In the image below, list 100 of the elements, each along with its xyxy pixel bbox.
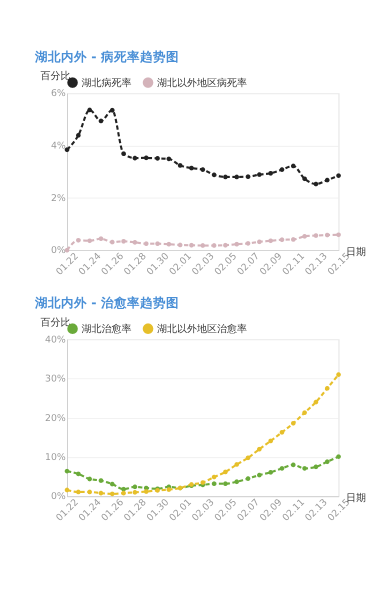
point xyxy=(212,474,216,480)
point xyxy=(87,490,92,494)
point xyxy=(189,166,194,170)
y-tick-label: 10% xyxy=(45,452,66,463)
point xyxy=(336,454,341,459)
point xyxy=(268,470,273,475)
point xyxy=(324,178,330,182)
point xyxy=(144,489,149,494)
point xyxy=(200,243,206,248)
point xyxy=(121,239,126,244)
legend-label: 湖北病死率 xyxy=(81,77,132,90)
point xyxy=(268,438,273,444)
point xyxy=(314,182,318,186)
point xyxy=(87,108,92,112)
point xyxy=(166,242,172,247)
point xyxy=(290,237,296,242)
y-tick-label: 30% xyxy=(45,374,66,385)
point xyxy=(314,464,318,470)
point xyxy=(178,242,182,248)
point xyxy=(223,242,228,248)
point xyxy=(257,446,262,452)
y-tick-label: 0% xyxy=(50,491,66,502)
point xyxy=(178,163,182,168)
point xyxy=(110,492,115,496)
point xyxy=(257,240,262,244)
point xyxy=(336,232,341,238)
point xyxy=(280,430,284,435)
point xyxy=(132,490,138,495)
point xyxy=(87,476,92,482)
point xyxy=(324,232,330,238)
point xyxy=(324,386,330,391)
point xyxy=(336,173,341,178)
point xyxy=(76,133,81,138)
chart-title: 湖北内外 - 病死率趋势图 xyxy=(34,49,179,64)
point xyxy=(257,472,262,478)
point xyxy=(223,174,228,180)
point xyxy=(76,472,81,476)
point xyxy=(64,147,70,152)
point xyxy=(246,174,250,180)
point xyxy=(234,462,240,467)
point xyxy=(246,455,250,460)
point xyxy=(302,234,307,239)
point xyxy=(98,490,104,496)
point xyxy=(132,484,138,490)
point xyxy=(155,241,160,246)
point xyxy=(110,240,115,244)
point xyxy=(246,476,250,481)
point xyxy=(234,174,240,180)
chart-title: 湖北内外 - 治愈率趋势图 xyxy=(34,295,179,310)
point xyxy=(132,240,138,245)
y-tick-label: 2% xyxy=(50,192,66,204)
point xyxy=(121,490,126,496)
point xyxy=(144,241,149,246)
point xyxy=(302,466,307,471)
point xyxy=(212,172,216,178)
point xyxy=(324,459,330,464)
point xyxy=(76,238,81,243)
point xyxy=(290,462,296,468)
point xyxy=(234,242,240,247)
point xyxy=(110,108,115,113)
point xyxy=(314,400,318,404)
point xyxy=(290,420,296,426)
point xyxy=(132,156,138,160)
y-tick-label: 6% xyxy=(50,88,66,100)
point xyxy=(155,156,160,161)
point xyxy=(234,479,240,484)
point xyxy=(212,481,216,486)
point xyxy=(302,176,307,182)
point xyxy=(87,238,92,244)
point xyxy=(144,156,149,160)
point xyxy=(280,237,284,242)
point xyxy=(290,164,296,168)
point xyxy=(166,156,172,162)
point xyxy=(336,372,341,377)
point xyxy=(268,238,273,244)
y-tick-label: 20% xyxy=(45,412,66,424)
point xyxy=(189,242,194,248)
point xyxy=(257,172,262,177)
point xyxy=(76,490,81,494)
point xyxy=(223,481,228,486)
point xyxy=(246,241,250,246)
point xyxy=(121,151,126,156)
point xyxy=(121,486,126,492)
point xyxy=(110,482,115,486)
y-tick-label: 0% xyxy=(50,245,66,256)
point xyxy=(98,478,104,483)
point xyxy=(280,466,284,471)
y-tick-label: 4% xyxy=(50,140,66,152)
point xyxy=(200,167,206,172)
legend-label: 湖北以外地区病死率 xyxy=(156,77,247,90)
point xyxy=(212,243,216,248)
point xyxy=(64,468,70,474)
point xyxy=(302,410,307,416)
point xyxy=(166,487,172,492)
point xyxy=(64,488,70,492)
point xyxy=(314,233,318,238)
y-axis-title: 百分比 xyxy=(40,70,70,82)
legend-label: 湖北治愈率 xyxy=(81,323,132,336)
point xyxy=(200,480,206,485)
point xyxy=(98,236,104,242)
